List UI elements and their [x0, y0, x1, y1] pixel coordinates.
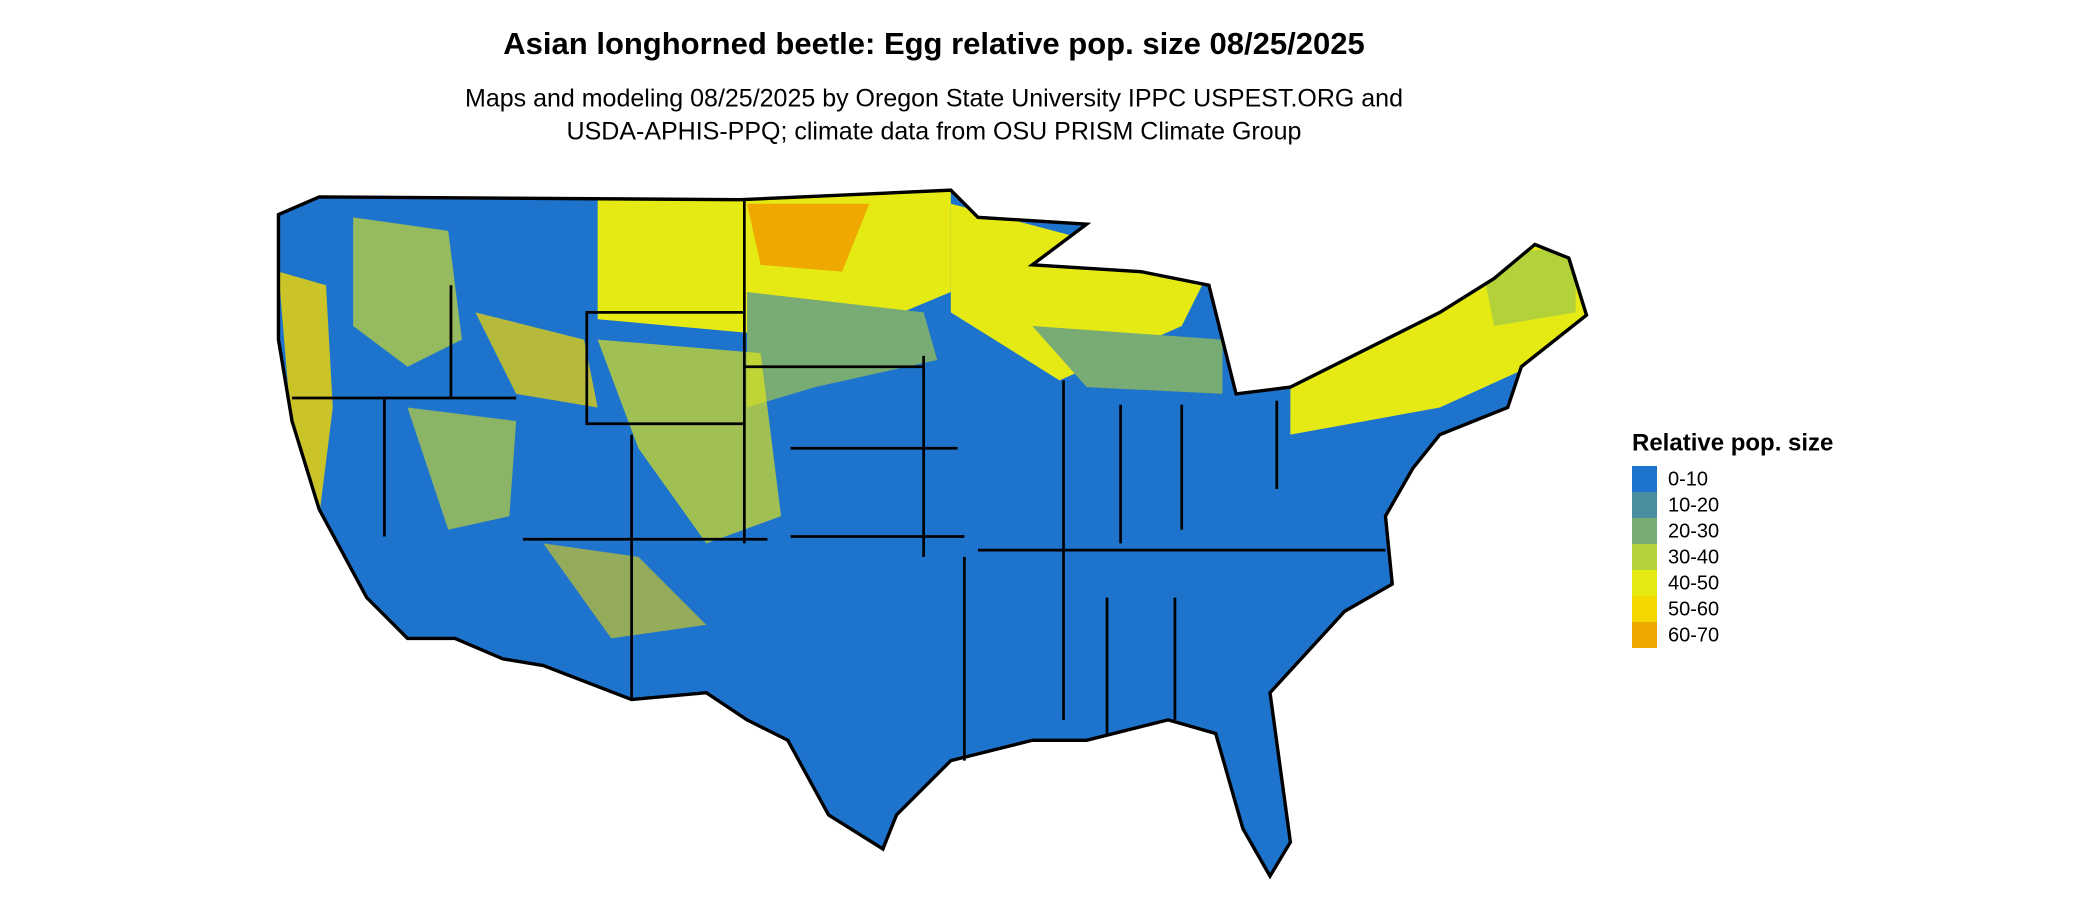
country-border: [276, 188, 1589, 880]
legend-swatch: [1632, 570, 1657, 596]
legend-label: 0-10: [1668, 468, 1708, 490]
title: Asian longhorned beetle: Egg relative po…: [503, 26, 1364, 61]
legend-label: 10-20: [1668, 494, 1719, 516]
legend-swatch: [1632, 492, 1657, 518]
legend-swatch: [1632, 518, 1657, 544]
legend-label: 60-70: [1668, 624, 1719, 646]
region-fill: [1032, 325, 1223, 394]
legend: 0-10 10-20 20-30 30-40 40-50 50-60 60-70: [1632, 466, 1719, 648]
legend-label: 30-40: [1668, 546, 1719, 568]
region-fill: [475, 312, 598, 408]
region-fill: [407, 407, 517, 530]
state-borders: [292, 199, 1386, 761]
legend-swatch: [1632, 596, 1657, 622]
region-fill: [747, 203, 870, 272]
region-fill: [597, 339, 782, 544]
legend-label: 40-50: [1668, 572, 1719, 594]
legend-swatch: [1632, 466, 1657, 492]
legend-title: Relative pop. size: [1632, 429, 1833, 456]
legend-label: 50-60: [1668, 598, 1719, 620]
region-fill: [278, 271, 333, 517]
region-fill: [747, 292, 938, 408]
legend-label: 20-30: [1668, 520, 1719, 542]
region-fill: [543, 543, 707, 639]
legend-swatch: [1632, 544, 1657, 570]
legend-swatch: [1632, 622, 1657, 648]
subtitle: Maps and modeling 08/25/2025 by Oregon S…: [465, 85, 1403, 113]
subtitle: USDA-APHIS-PPQ; climate data from OSU PR…: [567, 118, 1302, 146]
region-fill: [353, 217, 462, 367]
us-map: [276, 188, 1589, 880]
